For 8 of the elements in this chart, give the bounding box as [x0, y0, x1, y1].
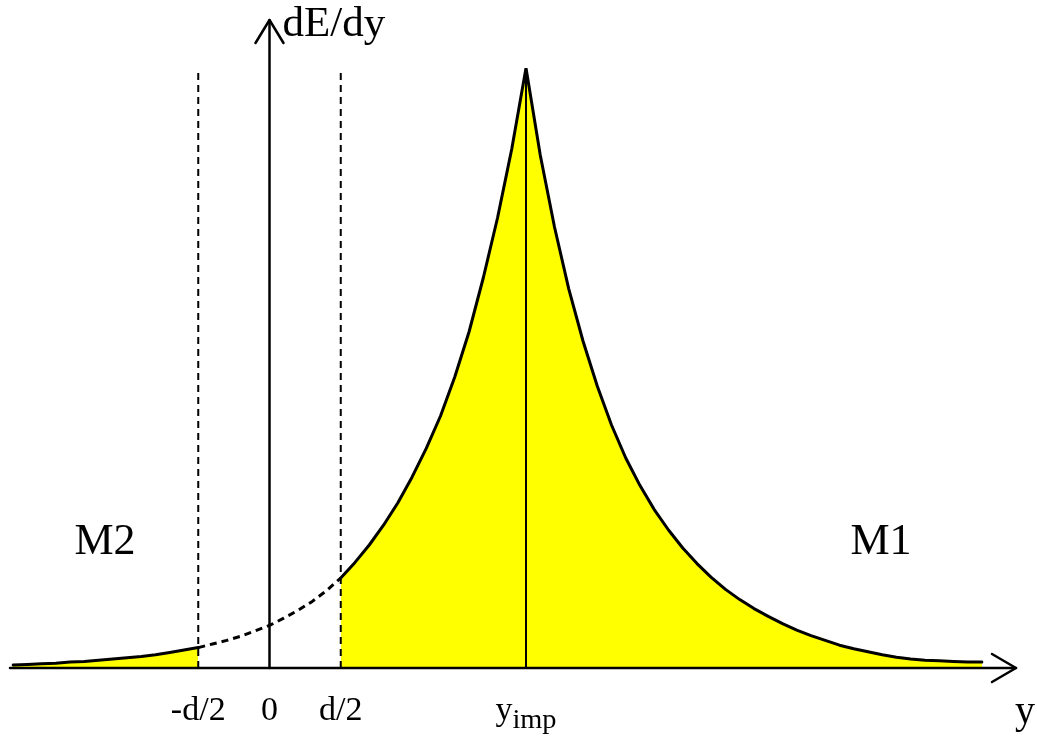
- x-axis-title: y: [1015, 687, 1035, 732]
- x-tick-label: d/2: [319, 689, 363, 729]
- annotation: M1: [850, 515, 912, 564]
- x-tick-label: 0: [261, 689, 278, 729]
- x-tick-label: -d/2: [170, 689, 226, 729]
- annotation: M2: [74, 515, 136, 564]
- y-axis-title: dE/dy: [282, 0, 386, 45]
- x-tick-label: y$_{imp}$: [495, 689, 557, 736]
